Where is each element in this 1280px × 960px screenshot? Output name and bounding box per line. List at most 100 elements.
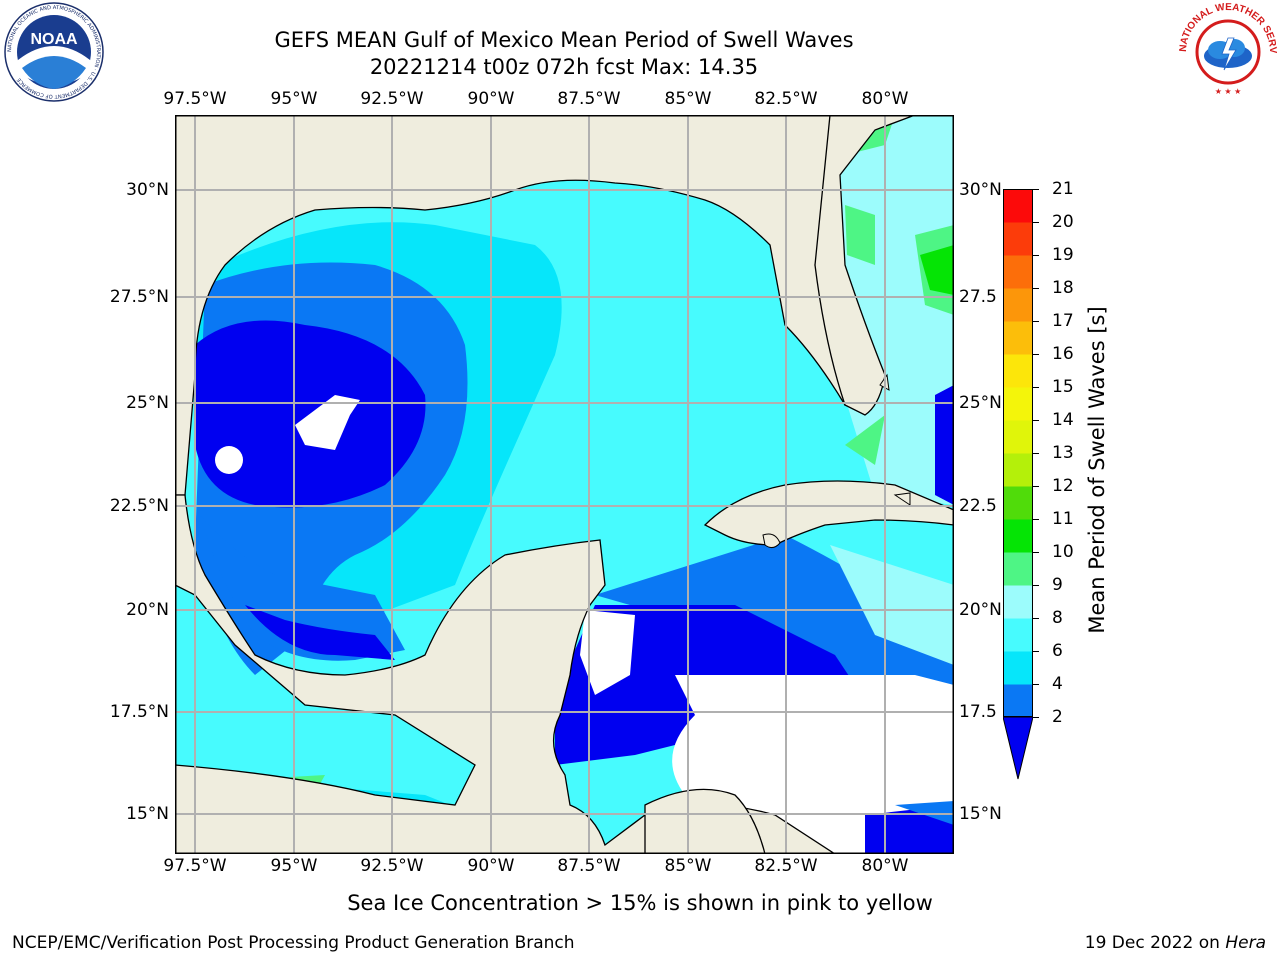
lon-tick-label-bottom: 80°W (861, 856, 909, 876)
colorbar-tick (1033, 353, 1039, 355)
colorbar-tick (1033, 518, 1039, 520)
lon-tick-label-bottom: 95°W (270, 856, 318, 876)
colorbar-tick-label: 10 (1052, 542, 1074, 562)
lon-tick-label-bottom: 87.5°W (557, 856, 621, 876)
lat-tick-label-left: 20°N (126, 600, 169, 620)
colorbar-segment (1003, 519, 1033, 553)
colorbar-tick (1033, 584, 1039, 586)
colorbar-segment (1003, 321, 1033, 355)
map-plot (174, 114, 955, 855)
colorbar-tick (1033, 551, 1039, 553)
colorbar-segment (1003, 618, 1033, 652)
colorbar-tick (1033, 221, 1039, 223)
noaa-logo: NOAA NATIONAL OCEANIC AND ATMOSPHERIC AD… (4, 2, 104, 102)
lon-tick-label-bottom: 97.5°W (163, 856, 227, 876)
lat-tick-label-right: 15°N (959, 804, 1002, 824)
colorbar-extend-triangle (1002, 716, 1034, 780)
lon-tick-label-bottom: 92.5°W (360, 856, 424, 876)
colorbar-tick-label: 17 (1052, 311, 1074, 331)
colorbar-tick (1033, 452, 1039, 454)
sea-ice-note: Sea Ice Concentration > 15% is shown in … (347, 891, 933, 915)
colorbar-segment (1003, 585, 1033, 619)
colorbar-tick-label: 14 (1052, 410, 1074, 430)
colorbar-tick-label: 4 (1052, 674, 1063, 694)
colorbar-tick (1033, 419, 1039, 421)
land-central-america (644, 788, 766, 855)
lat-tick-label-left: 17.5°N (109, 702, 169, 722)
lon-tick-label-top: 85°W (664, 89, 712, 109)
lon-tick-label-bottom: 85°W (664, 856, 712, 876)
lat-tick-label-left: 15°N (126, 804, 169, 824)
colorbar-frame (1003, 189, 1033, 717)
colorbar-tick-label: 2 (1052, 707, 1063, 727)
svg-text:★ ★ ★: ★ ★ ★ (1215, 87, 1242, 96)
colorbar-tick-label: 6 (1052, 641, 1063, 661)
map-frame (175, 115, 954, 854)
colorbar-tick (1033, 485, 1039, 487)
lon-tick-label-top: 95°W (270, 89, 318, 109)
lat-tick-label-right: 30°N (959, 180, 1002, 200)
nodata-region (215, 446, 243, 474)
lon-tick-label-top: 87.5°W (557, 89, 621, 109)
colorbar-segment (1003, 255, 1033, 289)
colorbar-tick (1033, 617, 1039, 619)
lat-tick-label-right: 22.5 (959, 496, 997, 516)
colorbar-tick-label: 8 (1052, 608, 1063, 628)
lon-tick-label-top: 97.5°W (163, 89, 227, 109)
map-gridlines (175, 115, 954, 854)
colorbar-segment (1003, 354, 1033, 388)
lat-tick-label-left: 30°N (126, 180, 169, 200)
footer-branch: NCEP/EMC/Verification Post Processing Pr… (12, 933, 575, 953)
lat-tick-label-right: 17.5 (959, 702, 997, 722)
nodata-region (295, 395, 360, 450)
colorbar-tick (1033, 650, 1039, 652)
colorbar-segment (1003, 684, 1033, 718)
lat-tick-label-right: 27.5 (959, 287, 997, 307)
lon-tick-label-top: 80°W (861, 89, 909, 109)
colorbar-tick-label: 9 (1052, 575, 1063, 595)
swell-zone-9-10 (845, 205, 875, 265)
colorbar-segment (1003, 189, 1033, 223)
colorbar-tick (1033, 287, 1039, 289)
colorbar-tick (1033, 188, 1039, 190)
lat-tick-label-left: 25°N (126, 393, 169, 413)
colorbar-label: Mean Period of Swell Waves [s] (1085, 306, 1109, 634)
footer-host: Hera (1225, 933, 1266, 953)
lat-tick-label-left: 22.5°N (109, 496, 169, 516)
lon-tick-label-top: 92.5°W (360, 89, 424, 109)
lat-tick-label-right: 20°N (959, 600, 1002, 620)
colorbar-tick (1033, 320, 1039, 322)
lon-tick-label-top: 90°W (467, 89, 515, 109)
footer-date-text: 19 Dec 2022 on (1084, 933, 1220, 953)
colorbar-tick (1033, 386, 1039, 388)
colorbar-tick-label: 15 (1052, 377, 1074, 397)
colorbar (1002, 189, 1034, 784)
lon-tick-label-bottom: 90°W (467, 856, 515, 876)
colorbar-tick (1033, 254, 1039, 256)
colorbar-tick-label: 13 (1052, 443, 1074, 463)
colorbar-segment (1003, 420, 1033, 454)
chart-title: GEFS MEAN Gulf of Mexico Mean Period of … (274, 28, 854, 52)
colorbar-segment (1003, 552, 1033, 586)
colorbar-tick-label: 21 (1052, 179, 1074, 199)
colorbar-segment (1003, 453, 1033, 487)
lat-tick-label-right: 25°N (959, 393, 1002, 413)
colorbar-segment (1003, 387, 1033, 421)
colorbar-tick-label: 11 (1052, 509, 1074, 529)
footer-date: 19 Dec 2022 on Hera (1085, 933, 1266, 953)
colorbar-tick-label: 18 (1052, 278, 1074, 298)
lon-tick-label-bottom: 82.5°W (754, 856, 818, 876)
colorbar-tick (1033, 716, 1039, 718)
nws-logo: NATIONAL WEATHER SERVICE ★ ★ ★ (1174, 0, 1278, 102)
colorbar-tick (1033, 683, 1039, 685)
noaa-logo-text: NOAA (30, 31, 78, 48)
colorbar-tick-label: 19 (1052, 245, 1074, 265)
lon-tick-label-top: 82.5°W (754, 89, 818, 109)
colorbar-tick-label: 16 (1052, 344, 1074, 364)
colorbar-tick-label: 12 (1052, 476, 1074, 496)
colorbar-segment (1003, 288, 1033, 322)
chart-subtitle: 20221214 t00z 072h fcst Max: 14.35 (369, 55, 759, 79)
colorbar-segment (1003, 651, 1033, 685)
lat-tick-label-left: 27.5°N (109, 287, 169, 307)
colorbar-segment (1003, 486, 1033, 520)
